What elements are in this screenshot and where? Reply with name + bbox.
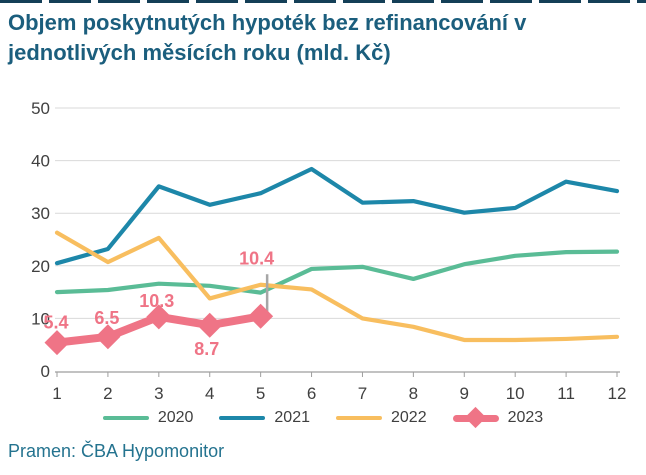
- y-tick-label: 0: [41, 362, 50, 381]
- data-label: 10.4: [239, 248, 274, 268]
- chart-area: 0 10 20 30 40 50 1 2 3 4 5 6 7 8 9 10 11 12 5.4 6.5 10.3 8.7 1…: [0, 88, 646, 408]
- x-tick-label: 12: [608, 384, 627, 403]
- x-tick-label: 2: [103, 384, 112, 403]
- legend-label-2020: 2020: [157, 409, 194, 426]
- legend-item-2023: 2023: [452, 406, 544, 429]
- x-tick-label: 7: [358, 384, 367, 403]
- x-tick-label: 10: [506, 384, 525, 403]
- y-tick-label: 50: [31, 99, 50, 118]
- chart-legend: 2020 2021 2022 2023: [0, 406, 646, 430]
- x-tick-label: 5: [256, 384, 265, 403]
- legend-swatch-2021: [219, 416, 266, 420]
- y-tick-label: 30: [31, 204, 50, 223]
- legend-swatch-2023: [452, 406, 499, 429]
- chart-title-line2: jednotlivých měsících roku (mld. Kč): [8, 40, 391, 65]
- legend-label-2021: 2021: [274, 409, 310, 426]
- y-tick-label: 40: [31, 152, 50, 171]
- legend-label-2022: 2022: [391, 409, 427, 426]
- data-label: 6.5: [94, 308, 119, 328]
- legend-swatch-2022: [336, 416, 382, 420]
- series-line-2022: [54, 230, 620, 343]
- x-tick-label: 4: [205, 384, 214, 403]
- diamond-marker: [95, 324, 121, 350]
- x-tick-label: 1: [52, 384, 61, 403]
- x-tick-label: 3: [154, 384, 163, 403]
- y-tick-label: 10: [31, 309, 50, 328]
- diamond-marker: [248, 303, 274, 329]
- x-tick-label: 6: [307, 384, 316, 403]
- legend-swatch-2023-diamond-icon: [464, 406, 486, 429]
- x-tick-label: 11: [557, 384, 575, 403]
- legend-item-2022: 2022: [336, 409, 427, 427]
- card-top-border: [0, 0, 646, 3]
- chart-title-line1: Objem poskytnutých hypoték bez refinanco…: [8, 10, 527, 35]
- series-line-2021: [54, 166, 620, 266]
- legend-label-2023: 2023: [507, 409, 544, 426]
- diamond-marker: [146, 304, 172, 330]
- source-caption: Pramen: ČBA Hypomonitor: [8, 441, 225, 461]
- x-tick-label: 9: [460, 384, 469, 403]
- legend-swatch-2020: [102, 416, 149, 420]
- data-label: 5.4: [43, 313, 68, 333]
- y-tick-label: 20: [31, 257, 50, 276]
- data-label: 10.3: [139, 291, 174, 311]
- diamond-marker: [197, 312, 223, 338]
- x-tick-label: 8: [409, 384, 418, 403]
- legend-item-2021: 2021: [219, 409, 310, 427]
- data-label: 8.7: [194, 339, 219, 359]
- chart-title: Objem poskytnutých hypoték bez refinanco…: [8, 8, 640, 68]
- legend-item-2020: 2020: [102, 409, 194, 427]
- diamond-marker: [44, 330, 70, 356]
- series-line-2020: [54, 249, 620, 295]
